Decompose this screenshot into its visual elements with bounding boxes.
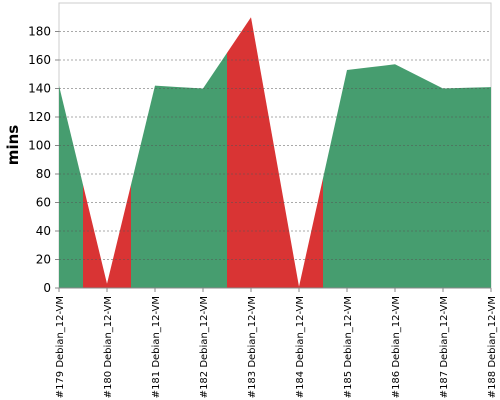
area-segment [419, 76, 467, 288]
x-tick-label: #180 Debian_12-VM [103, 296, 114, 398]
x-tick-label: #183 Debian_12-VM [247, 296, 258, 398]
y-tick-label: 120 [28, 110, 51, 124]
x-tick-label: #187 Debian_12-VM [439, 296, 450, 398]
y-tick-label: 80 [36, 167, 51, 181]
area-segment [371, 64, 419, 289]
x-tick-label: #188 Debian_12-VM [487, 296, 498, 398]
x-tick-label: #184 Debian_12-VM [295, 296, 306, 398]
area-segment [323, 67, 371, 288]
y-tick-label: 60 [36, 196, 51, 210]
y-axis-label: mins [4, 125, 22, 165]
area-segment [467, 87, 491, 288]
x-tick-label: #185 Debian_12-VM [343, 296, 354, 398]
y-tick-label: 40 [36, 224, 51, 238]
x-tick-label: #181 Debian_12-VM [151, 296, 162, 398]
x-tick-label: #182 Debian_12-VM [199, 296, 210, 398]
area-segment [275, 151, 323, 288]
y-tick-label: 140 [28, 82, 51, 96]
y-tick-label: 20 [36, 253, 51, 267]
y-tick-label: 160 [28, 53, 51, 67]
y-tick-label: 180 [28, 25, 51, 39]
y-tick-label: 0 [43, 281, 51, 295]
area-segment [59, 85, 83, 289]
area-segment [131, 85, 179, 289]
y-tick-label: 100 [28, 139, 51, 153]
area-segment [83, 184, 131, 288]
area-segment [179, 52, 227, 288]
x-tick-label: #186 Debian_12-VM [391, 296, 402, 398]
area-segment [227, 17, 275, 288]
x-tick-label: #179 Debian_12-VM [55, 296, 66, 398]
